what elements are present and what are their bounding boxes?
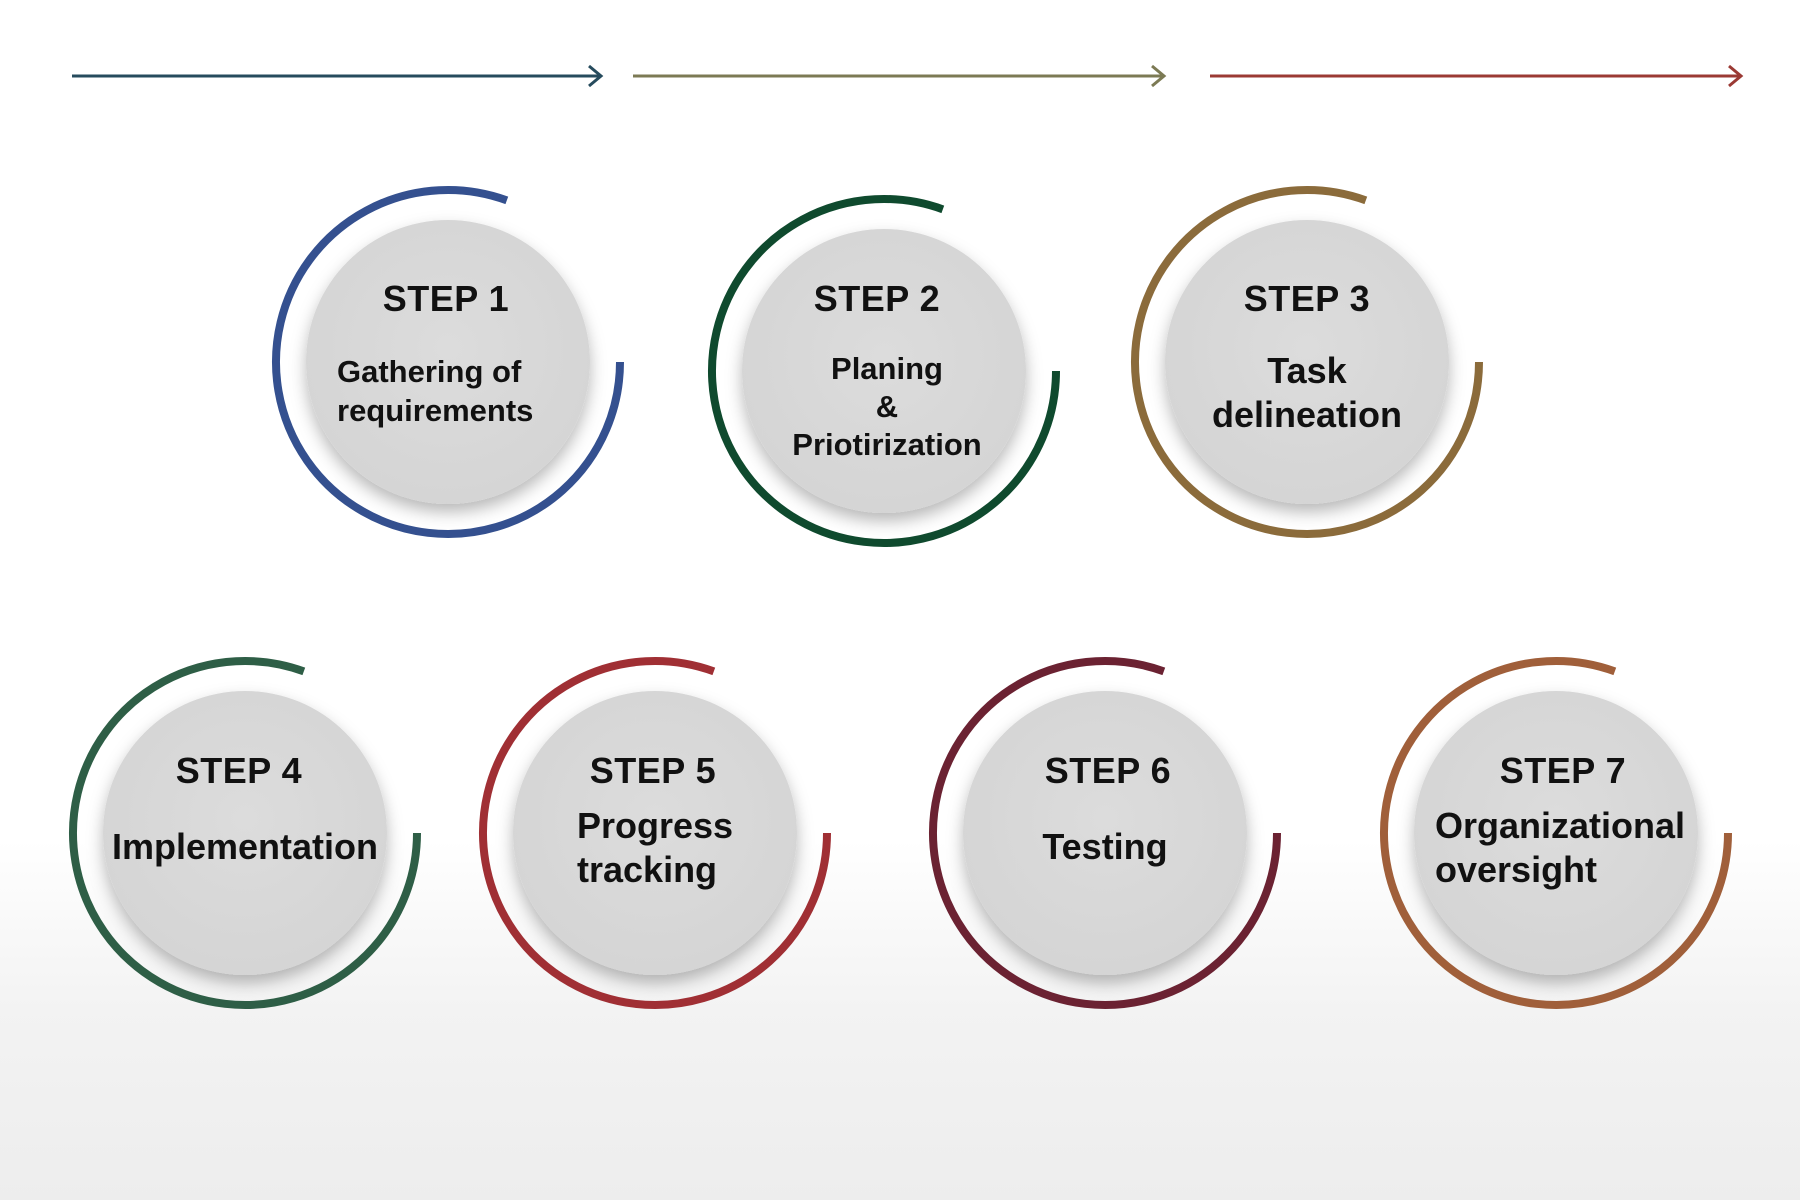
step-4-title: STEP 4 <box>175 750 303 791</box>
step-3-description: Task delineation <box>1211 350 1403 435</box>
step-6-circle <box>929 657 1281 1009</box>
step-5-circle <box>479 657 831 1009</box>
step-5-ring <box>479 657 831 1009</box>
arrow-1 <box>72 64 604 88</box>
step-1-description: Gathering of requirements <box>337 354 534 428</box>
step-7-ring <box>1380 657 1732 1009</box>
step-3-disc <box>1165 220 1449 504</box>
step-5-title: STEP 5 <box>589 750 717 791</box>
arrow-3 <box>1210 64 1744 88</box>
step-4-ring <box>69 657 421 1009</box>
step-1-ring <box>272 186 624 538</box>
step-2-circle <box>708 195 1060 547</box>
step-4-disc <box>103 691 387 975</box>
step-7-description: Organizational oversight <box>1435 805 1686 890</box>
step-6-description: Testing <box>1042 826 1168 867</box>
step-3-ring <box>1131 186 1483 538</box>
step-1-circle <box>272 186 624 538</box>
step-5-disc <box>513 691 797 975</box>
step-2-disc <box>742 229 1026 513</box>
step-3-title: STEP 3 <box>1243 278 1371 319</box>
step-5-description: Progress tracking <box>577 805 734 890</box>
arrow-1-head <box>588 64 604 88</box>
step-2-title: STEP 2 <box>813 278 941 319</box>
step-1-disc <box>306 220 590 504</box>
step-7-circle <box>1380 657 1732 1009</box>
step-4-description: Implementation <box>111 826 379 867</box>
arrow-3-head <box>1728 64 1744 88</box>
step-2-description: Planing & Priotirization <box>792 351 982 462</box>
step-2-ring <box>708 195 1060 547</box>
step-3-circle <box>1131 186 1483 538</box>
arrow-2-head <box>1151 64 1167 88</box>
step-6-disc <box>963 691 1247 975</box>
step-7-title: STEP 7 <box>1499 750 1627 791</box>
step-7-disc <box>1414 691 1698 975</box>
step-1-title: STEP 1 <box>382 278 510 319</box>
step-4-circle <box>69 657 421 1009</box>
step-6-title: STEP 6 <box>1044 750 1172 791</box>
step-6-ring <box>929 657 1281 1009</box>
arrow-2 <box>633 64 1167 88</box>
